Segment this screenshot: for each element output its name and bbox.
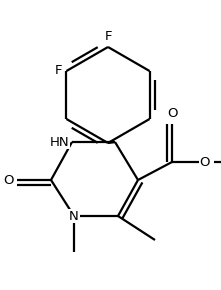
Text: N: N <box>69 209 79 222</box>
Text: O: O <box>167 107 177 120</box>
Text: O: O <box>4 173 14 186</box>
Text: F: F <box>55 64 62 77</box>
Text: HN: HN <box>49 135 69 148</box>
Text: F: F <box>104 30 112 43</box>
Text: O: O <box>200 155 210 168</box>
